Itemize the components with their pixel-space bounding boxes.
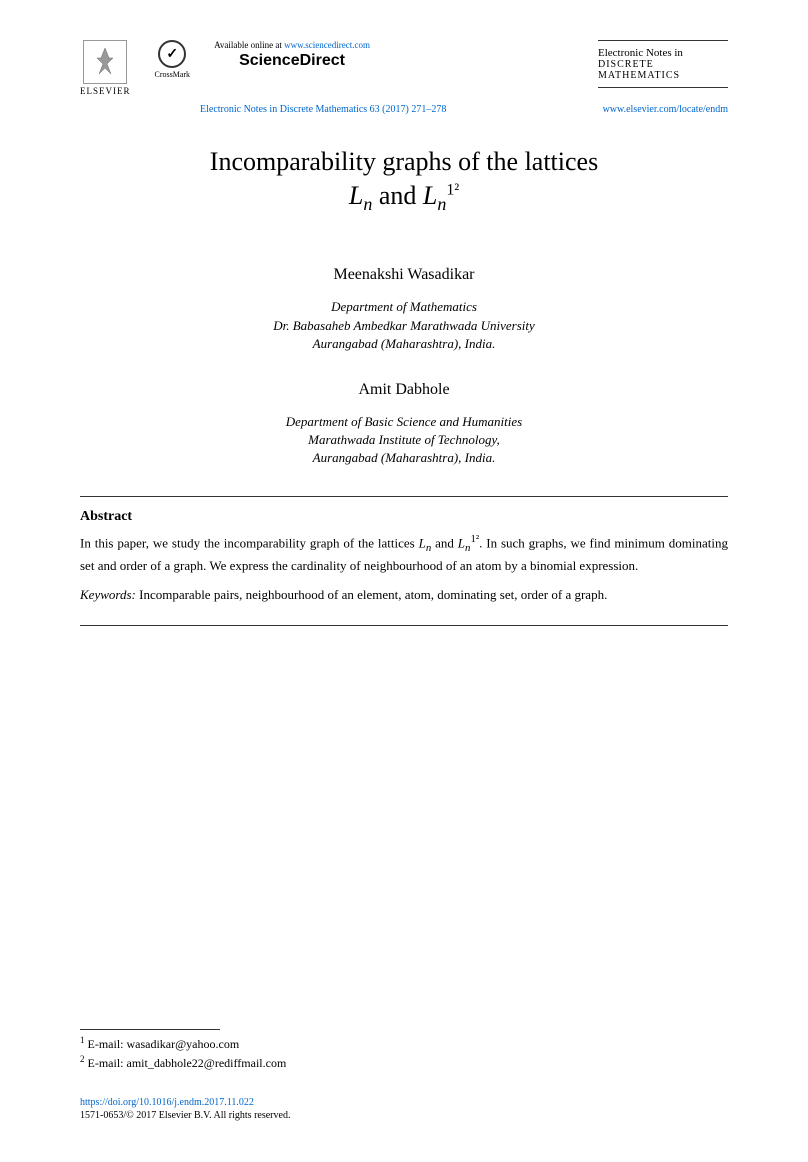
citation-text[interactable]: Electronic Notes in Discrete Mathematics…: [200, 104, 446, 115]
footnotes-block: 1 E-mail: wasadikar@yahoo.com 2 E-mail: …: [80, 1029, 728, 1072]
elsevier-logo: ELSEVIER: [80, 40, 131, 96]
citation-row: Electronic Notes in Discrete Mathematics…: [80, 104, 728, 115]
aff2-line2: Marathwada Institute of Technology,: [308, 432, 500, 447]
doi-link[interactable]: https://doi.org/10.1016/j.endm.2017.11.0…: [80, 1096, 728, 1109]
abstract-rule-bottom: [80, 625, 728, 626]
author-2-affiliation: Department of Basic Science and Humaniti…: [80, 413, 728, 468]
aff2-line3: Aurangabad (Maharashtra), India.: [313, 450, 496, 465]
elsevier-label: ELSEVIER: [80, 86, 131, 96]
available-prefix: Available online at: [214, 40, 284, 50]
title-L2: L: [423, 181, 437, 210]
title-line1: Incomparability graphs of the lattices: [210, 147, 598, 176]
footnote-rule: [80, 1029, 220, 1030]
keywords-text: Incomparable pairs, neighbourhood of an …: [136, 587, 607, 602]
sciencedirect-block: Available online at www.sciencedirect.co…: [214, 40, 370, 70]
aff1-line3: Aurangabad (Maharashtra), India.: [313, 336, 496, 351]
locate-url[interactable]: www.elsevier.com/locate/endm: [603, 104, 728, 115]
author-1-affiliation: Department of Mathematics Dr. Babasaheb …: [80, 298, 728, 353]
footnote-2: 2 E-mail: amit_dabhole22@rediffmail.com: [80, 1053, 728, 1072]
crossmark-label: CrossMark: [155, 70, 191, 79]
sciencedirect-logo: ScienceDirect: [239, 52, 345, 70]
footnote-1: 1 E-mail: wasadikar@yahoo.com: [80, 1034, 728, 1053]
abstract-p1: In this paper, we study the incomparabil…: [80, 535, 419, 550]
paper-title: Incomparability graphs of the lattices L…: [80, 145, 728, 216]
abstract-p2: and: [431, 535, 458, 550]
journal-title-box: Electronic Notes in DISCRETE MATHEMATICS: [598, 40, 728, 88]
abstract-text: In this paper, we study the incomparabil…: [80, 531, 728, 576]
journal-line1: Electronic Notes in: [598, 47, 728, 59]
title-n1: n: [363, 194, 372, 214]
abstract-heading: Abstract: [80, 509, 728, 525]
aff1-line1: Department of Mathematics: [331, 299, 477, 314]
header-left: ELSEVIER ✓ CrossMark Available online at…: [80, 40, 370, 96]
title-n2: n: [437, 194, 446, 214]
title-math-Ln-sup: Ln1²: [423, 181, 459, 210]
author-2-name: Amit Dabhole: [80, 381, 728, 399]
copyright-text: 1571-0653/© 2017 Elsevier B.V. All right…: [80, 1109, 728, 1122]
title-and: and: [372, 181, 423, 210]
elsevier-tree-icon: [83, 40, 127, 84]
sciencedirect-url[interactable]: www.sciencedirect.com: [284, 40, 370, 50]
title-L1: L: [349, 181, 363, 210]
fn2-text: E-mail: amit_dabhole22@rediffmail.com: [85, 1056, 287, 1070]
author-1-name: Meenakshi Wasadikar: [80, 266, 728, 284]
fn1-text: E-mail: wasadikar@yahoo.com: [85, 1037, 240, 1051]
journal-line3: MATHEMATICS: [598, 70, 728, 81]
bottom-info: https://doi.org/10.1016/j.endm.2017.11.0…: [80, 1096, 728, 1122]
header-row: ELSEVIER ✓ CrossMark Available online at…: [80, 40, 728, 96]
journal-line2: DISCRETE: [598, 59, 728, 70]
abstract-rule-top: [80, 496, 728, 497]
crossmark-icon: ✓: [158, 40, 186, 68]
keywords-label: Keywords:: [80, 587, 136, 602]
title-sup: 1²: [446, 181, 459, 198]
available-online-text: Available online at www.sciencedirect.co…: [214, 40, 370, 50]
crossmark-badge[interactable]: ✓ CrossMark: [155, 40, 191, 79]
aff2-line1: Department of Basic Science and Humaniti…: [286, 414, 522, 429]
aff1-line2: Dr. Babasaheb Ambedkar Marathwada Univer…: [273, 318, 535, 333]
title-math-Ln: Ln: [349, 181, 372, 210]
keywords-block: Keywords: Incomparable pairs, neighbourh…: [80, 585, 728, 605]
